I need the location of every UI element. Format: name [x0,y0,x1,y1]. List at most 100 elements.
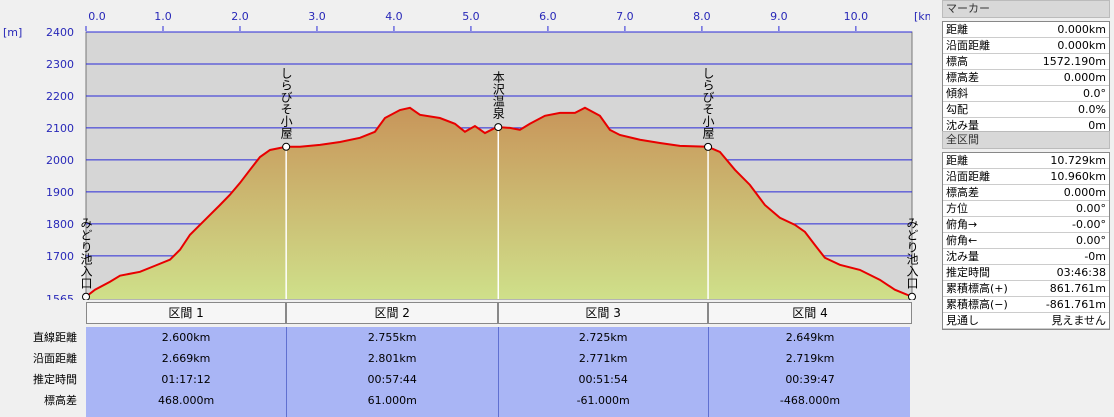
y-tick-label: 1900 [46,186,74,199]
field-value: 0.000km [1057,23,1106,36]
section-table: 区間 1 2.600km 2.669km 01:17:12 468.000m 区間 2 2.… [0,300,930,417]
field-value: 0m [1088,119,1106,132]
y-tick-label: 2000 [46,154,74,167]
y-tick-label: 2300 [46,58,74,71]
field-value: 0.0° [1083,87,1106,100]
panel-row: 標高 1572.190m [943,54,1109,70]
field-label: 距離 [946,23,968,36]
total-panel: 全区間 距離 10.729km 沿面距離 10.960km 標高差 0.000m 方位 0.0… [942,131,1110,330]
section-cell: -468.000m [779,394,841,407]
section-cell: 00:39:47 [785,373,835,386]
waypoint-label: みどり池入口 [79,216,93,288]
waypoint-label: 本沢温泉 [491,71,505,119]
section-cell: 2.771km [578,352,628,365]
waypoint-label: みどり池入口 [905,216,919,288]
panel-title: マーカー [942,0,1110,18]
panel-row: 標高差 0.000m [943,70,1109,86]
panel-row: 沿面距離 10.960km [943,169,1109,185]
panel-row: 累積標高(+) 861.761m [943,281,1109,297]
y-unit: [m] [3,26,22,39]
section-divider [498,327,500,417]
field-value: 0.0% [1078,103,1106,116]
row-label: 沿面距離 [33,352,77,365]
y-tick-label: 1800 [46,218,74,231]
field-label: 見通し [946,314,979,327]
waypoint [704,142,713,151]
field-label: 勾配 [946,103,968,116]
field-label: 傾斜 [946,87,968,100]
field-label: 標高差 [946,71,979,84]
panel-row: 俯角→ -0.00° [943,217,1109,233]
x-tick-label: 4.0 [385,10,403,23]
field-label: 距離 [946,154,968,167]
section-header[interactable]: 区間 1 [86,302,287,324]
section-cell: 61.000m [367,394,417,407]
field-value: 861.761m [1049,282,1106,295]
field-label: 標高 [946,55,968,68]
y-tick-label: 2400 [46,26,74,39]
profile-chart: [m] [km] 1565 1700 1800 1900 2000 2100 2200 230… [3,10,930,300]
section-cell: 00:57:44 [367,373,417,386]
panel-row: 推定時間 03:46:38 [943,265,1109,281]
row-label: 標高差 [44,394,77,407]
panel-row: 距離 0.000km [943,22,1109,38]
panel-row: 勾配 0.0% [943,102,1109,118]
waypoint-label: しらびそ小屋 [701,66,715,139]
section-cell: 2.719km [785,352,835,365]
section-cell: 00:51:54 [578,373,628,386]
field-value: -861.761m [1045,298,1106,311]
section-cell: 01:17:12 [161,373,211,386]
field-value: 見えません [1051,314,1106,327]
panel-row: 沿面距離 0.000km [943,38,1109,54]
waypoint [282,142,291,151]
field-label: 俯角→ [946,218,978,231]
section-cell: -61.000m [576,394,630,407]
panel-row: 標高差 0.000m [943,185,1109,201]
panel-title: 全区間 [942,131,1110,149]
panel-row: 距離 10.729km [943,153,1109,169]
section-cell: 2.649km [785,331,835,344]
section-divider [708,327,710,417]
x-tick-label: 3.0 [308,10,326,23]
section-header[interactable]: 区間 2 [286,302,499,324]
x-tick-label: 5.0 [462,10,480,23]
row-label: 推定時間 [33,373,77,386]
x-unit: [km] [914,10,930,23]
field-value: 03:46:38 [1056,266,1106,279]
field-label: 方位 [946,202,968,215]
field-value: 0.000km [1057,39,1106,52]
x-tick-label: 9.0 [770,10,788,23]
field-label: 累積標高(+) [946,282,1008,295]
field-value: 10.729km [1050,154,1106,167]
waypoint-label: しらびそ小屋 [279,66,293,139]
field-label: 俯角← [946,234,978,247]
field-label: 累積標高(−) [946,298,1008,311]
panel-row: 累積標高(−) -861.761m [943,297,1109,313]
panel-body: 距離 0.000km 沿面距離 0.000km 標高 1572.190m 標高差 0.000m… [942,21,1110,135]
panel-row: 沈み量 -0m [943,249,1109,265]
elevation-line [85,106,913,298]
section-header[interactable]: 区間 3 [498,302,709,324]
y-tick-label: 2200 [46,90,74,103]
field-value: -0.00° [1072,218,1106,231]
panel-row: 方位 0.00° [943,201,1109,217]
section-cell: 2.755km [367,331,417,344]
x-tick-label: 10.0 [844,10,869,23]
field-value: -0m [1084,250,1106,263]
section-divider [286,327,288,417]
y-tick-label: 1565 [46,293,74,300]
y-tick-label: 2100 [46,122,74,135]
panel-row: 傾斜 0.0° [943,86,1109,102]
section-cell: 468.000m [157,394,215,407]
row-label: 直線距離 [33,331,77,344]
waypoint [494,123,503,132]
field-label: 推定時間 [946,266,990,279]
x-tick-label: 1.0 [154,10,172,23]
field-label: 沿面距離 [946,39,990,52]
section-cell: 2.600km [161,331,211,344]
section-header[interactable]: 区間 4 [708,302,912,324]
field-value: 0.00° [1076,234,1106,247]
field-value: 10.960km [1050,170,1106,183]
y-tick-label: 1700 [46,250,74,263]
